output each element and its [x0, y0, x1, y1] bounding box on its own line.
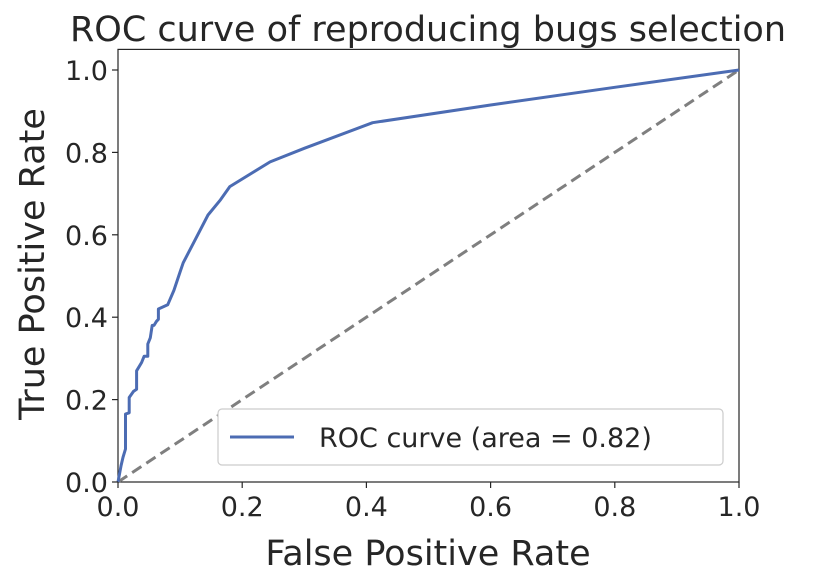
x-axis-label: False Positive Rate	[265, 534, 590, 574]
x-tick-label: 0.6	[469, 492, 512, 523]
y-tick-label: 0.0	[65, 468, 108, 499]
y-tick-label: 1.0	[65, 56, 108, 87]
x-tick-label: 0.0	[97, 492, 140, 523]
y-tick-label: 0.2	[65, 386, 108, 417]
x-tick-label: 0.8	[593, 492, 636, 523]
y-axis-label: True Positive Rate	[13, 108, 53, 421]
plot-area: 0.0 0.2 0.4 0.6 0.8 1.0 0.0 0.2 0.4 0.6 0.8 1.0	[65, 48, 760, 523]
plot-frame	[117, 48, 740, 483]
y-tick-label: 0.8	[65, 138, 108, 169]
x-tick-label: 0.4	[345, 492, 388, 523]
legend: ROC curve (area = 0.82)	[217, 408, 724, 466]
y-tick-label: 0.6	[65, 221, 108, 252]
chart-title: ROC curve of reproducing bugs selection	[70, 10, 786, 50]
x-tick-label: 1.0	[718, 492, 761, 523]
legend-box	[217, 408, 724, 466]
y-tick-label: 0.4	[65, 303, 108, 334]
roc-curve-line	[116, 68, 740, 483]
ticks-layer: 0.0 0.2 0.4 0.6 0.8 1.0 0.0 0.2 0.4 0.6 0.8 1.0	[65, 56, 760, 523]
x-tick-label: 0.2	[221, 492, 264, 523]
legend-label-roc: ROC curve (area = 0.82)	[319, 423, 652, 454]
